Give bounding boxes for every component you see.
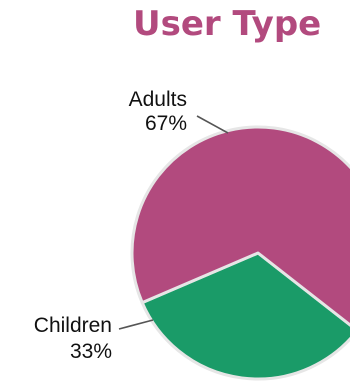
leader-line-children bbox=[118, 319, 154, 330]
chart-title: User Type bbox=[133, 4, 322, 44]
slice-percent-children: 33% bbox=[70, 340, 112, 363]
slice-label-adults: Adults bbox=[129, 88, 187, 111]
leader-line-adults bbox=[196, 115, 229, 134]
slice-label-children: Children bbox=[34, 314, 112, 337]
pie-slices bbox=[130, 125, 350, 381]
slice-percent-adults: 67% bbox=[145, 112, 187, 135]
pie-slice-adults bbox=[130, 125, 350, 327]
